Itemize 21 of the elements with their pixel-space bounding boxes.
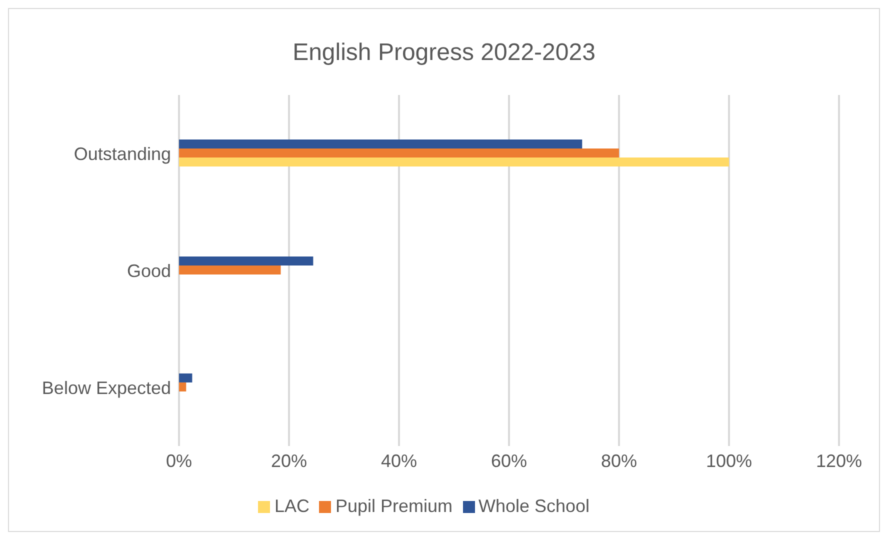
x-tick-label: 20% bbox=[270, 450, 308, 471]
legend-label: Pupil Premium bbox=[335, 496, 452, 516]
y-tick-label: Outstanding bbox=[74, 144, 171, 164]
y-tick-label: Below Expected bbox=[42, 378, 171, 398]
bar bbox=[179, 256, 314, 266]
bar bbox=[179, 373, 192, 382]
y-tick-label: Good bbox=[126, 260, 171, 281]
bar bbox=[179, 382, 186, 392]
legend-label: LAC bbox=[274, 496, 310, 516]
x-tick-label: 120% bbox=[816, 450, 862, 471]
bar bbox=[179, 148, 619, 158]
x-tick-label: 60% bbox=[490, 450, 528, 471]
chart-title: English Progress 2022-2023 bbox=[292, 38, 596, 66]
x-tick-label: 40% bbox=[380, 450, 418, 471]
legend-label: Whole School bbox=[478, 496, 590, 516]
x-tick-label: 100% bbox=[706, 450, 752, 471]
bar bbox=[179, 265, 281, 274]
bar bbox=[179, 157, 729, 166]
bar bbox=[179, 139, 582, 148]
x-tick-label: 0% bbox=[166, 450, 192, 471]
x-tick-label: 80% bbox=[600, 450, 638, 471]
